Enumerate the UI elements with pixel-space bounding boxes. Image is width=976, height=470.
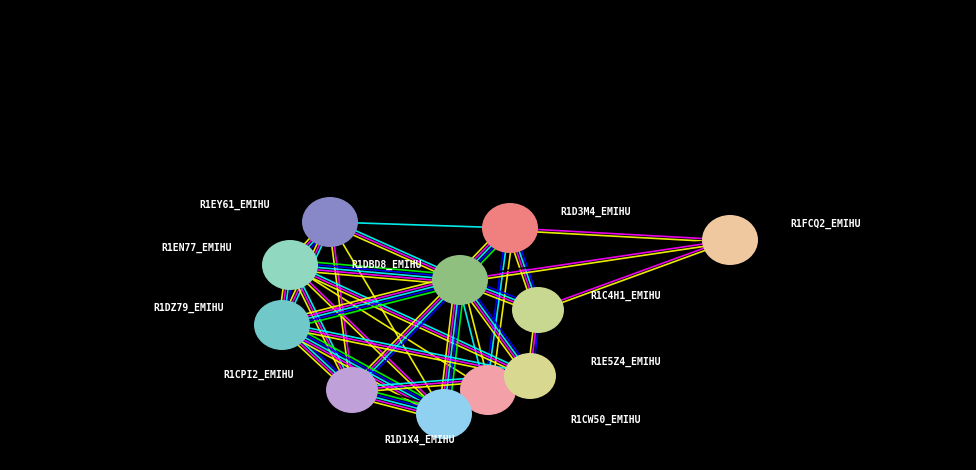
Ellipse shape <box>460 365 516 415</box>
Text: R1DZ79_EMIHU: R1DZ79_EMIHU <box>153 303 224 313</box>
Ellipse shape <box>482 203 538 253</box>
Ellipse shape <box>262 240 318 290</box>
Text: R1D1X4_EMIHU: R1D1X4_EMIHU <box>385 435 455 445</box>
Ellipse shape <box>326 367 378 413</box>
Text: R1D3M4_EMIHU: R1D3M4_EMIHU <box>560 207 630 217</box>
Text: R1E5Z4_EMIHU: R1E5Z4_EMIHU <box>590 357 661 367</box>
Ellipse shape <box>416 389 472 439</box>
Ellipse shape <box>432 255 488 305</box>
Ellipse shape <box>254 300 310 350</box>
Ellipse shape <box>504 353 556 399</box>
Text: R1EN77_EMIHU: R1EN77_EMIHU <box>161 243 232 253</box>
Text: R1FCQ2_EMIHU: R1FCQ2_EMIHU <box>790 219 861 229</box>
Text: R1EY61_EMIHU: R1EY61_EMIHU <box>199 200 270 210</box>
Text: R1CPI2_EMIHU: R1CPI2_EMIHU <box>224 370 294 380</box>
Ellipse shape <box>512 287 564 333</box>
Text: R1CW50_EMIHU: R1CW50_EMIHU <box>570 415 640 425</box>
Ellipse shape <box>302 197 358 247</box>
Text: R1C4H1_EMIHU: R1C4H1_EMIHU <box>590 291 661 301</box>
Ellipse shape <box>702 215 758 265</box>
Text: R1DBD8_EMIHU: R1DBD8_EMIHU <box>351 260 422 270</box>
